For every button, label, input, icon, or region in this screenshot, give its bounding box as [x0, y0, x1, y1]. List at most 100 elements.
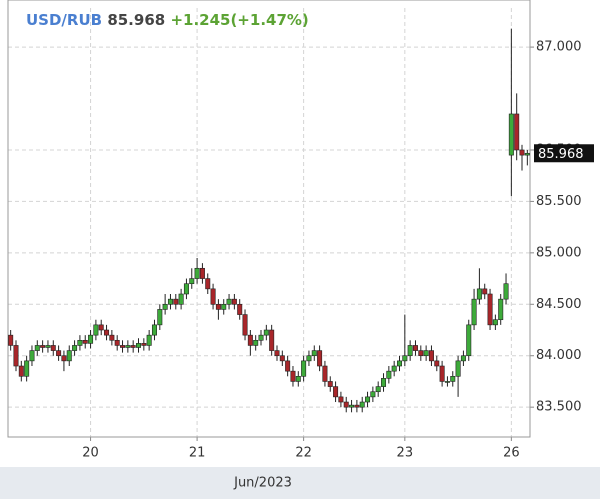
candle-body: [428, 350, 434, 362]
candle-body: [471, 298, 477, 326]
candle-body: [338, 396, 344, 403]
candle-body: [391, 365, 397, 372]
candle-body: [514, 113, 520, 151]
candle-body: [199, 267, 205, 279]
plot-frame: [7, 0, 531, 438]
candle-body: [189, 278, 195, 285]
change: +1.245(+1.47%): [170, 11, 308, 29]
candle-body: [242, 314, 248, 336]
candle-body: [151, 324, 157, 336]
candle-body: [93, 324, 99, 336]
candle-body: [45, 345, 51, 348]
candle-body: [221, 303, 227, 310]
candle-body: [423, 350, 429, 357]
candle-body: [274, 350, 280, 357]
candle-body: [327, 381, 333, 387]
candle-body: [455, 360, 461, 377]
candle-body: [279, 355, 285, 362]
candle-body: [503, 283, 509, 300]
candle-body: [98, 324, 104, 331]
candle-body: [13, 345, 19, 367]
candle-body: [322, 365, 328, 382]
candle-body: [370, 391, 376, 398]
candle-body: [18, 365, 24, 377]
candle-body: [333, 386, 339, 398]
candle-body: [343, 401, 349, 408]
chart-title: USD/RUB: [26, 11, 102, 29]
candle-body: [82, 339, 88, 344]
candle-body: [460, 355, 466, 362]
x-tick-label: 23: [397, 446, 414, 461]
candle-body: [301, 360, 307, 377]
candle-body: [354, 404, 360, 408]
candle-body: [167, 298, 173, 305]
candle-body: [157, 309, 163, 326]
candle-body: [498, 298, 504, 321]
candle-body: [263, 329, 269, 336]
candle-body: [508, 113, 514, 156]
candle-body: [34, 345, 40, 351]
candle-body: [476, 288, 482, 300]
candle-body: [215, 303, 221, 310]
x-tick-label: 20: [82, 446, 99, 461]
last-price-label: 85.968: [538, 147, 584, 162]
candle-body: [178, 293, 184, 305]
candle-body: [29, 350, 35, 362]
candle-body: [104, 329, 110, 336]
candle-body: [247, 334, 253, 346]
candle-body: [77, 339, 83, 346]
candle-body: [407, 345, 413, 357]
candle-body: [444, 381, 450, 383]
candle-body: [434, 360, 440, 367]
candle-body: [492, 319, 498, 326]
candle-body: [519, 149, 525, 156]
x-tick-label: 21: [189, 446, 206, 461]
candle-body: [56, 350, 62, 357]
candle-body: [114, 339, 120, 346]
candle-body: [136, 343, 142, 348]
candle-body: [66, 350, 72, 362]
candle-body: [396, 360, 402, 367]
candle-body: [439, 365, 445, 382]
candle-body: [269, 329, 275, 351]
candle-body: [130, 345, 136, 348]
y-tick-label: 87.000: [536, 40, 582, 55]
candle-body: [317, 350, 323, 367]
candle-body: [237, 303, 243, 315]
y-tick-label: 85.000: [536, 245, 582, 260]
candle-body: [482, 288, 488, 295]
candle-body: [194, 267, 200, 279]
candle-body: [359, 401, 365, 408]
candle-body: [253, 339, 259, 346]
header: USD/RUB 85.968 +1.245(+1.47%): [26, 11, 309, 29]
candle-body: [141, 343, 147, 346]
candle-body: [412, 345, 418, 351]
y-tick-label: 85.500: [536, 194, 582, 209]
candle-body: [418, 350, 424, 357]
candle-body: [524, 152, 530, 156]
candle-body: [231, 298, 237, 305]
price: 85.968: [107, 11, 165, 29]
candle-body: [120, 345, 126, 348]
candle-body: [183, 283, 189, 295]
candle-body: [311, 350, 317, 357]
candle-body: [61, 355, 67, 362]
y-tick-label: 84.000: [536, 348, 582, 363]
candle-body: [450, 376, 456, 382]
candle-body: [146, 334, 152, 346]
candle-body: [72, 345, 78, 351]
candle-body: [295, 376, 301, 382]
candle-body: [109, 334, 115, 341]
x-tick-label: 26: [503, 446, 520, 461]
candle-body: [349, 404, 355, 408]
candle-body: [40, 345, 46, 348]
x-tick-label: 22: [295, 446, 312, 461]
candle-body: [402, 355, 408, 362]
candle-body: [88, 334, 94, 344]
candle-body: [375, 386, 381, 393]
candle-body: [487, 293, 493, 326]
candle-body: [381, 378, 387, 387]
